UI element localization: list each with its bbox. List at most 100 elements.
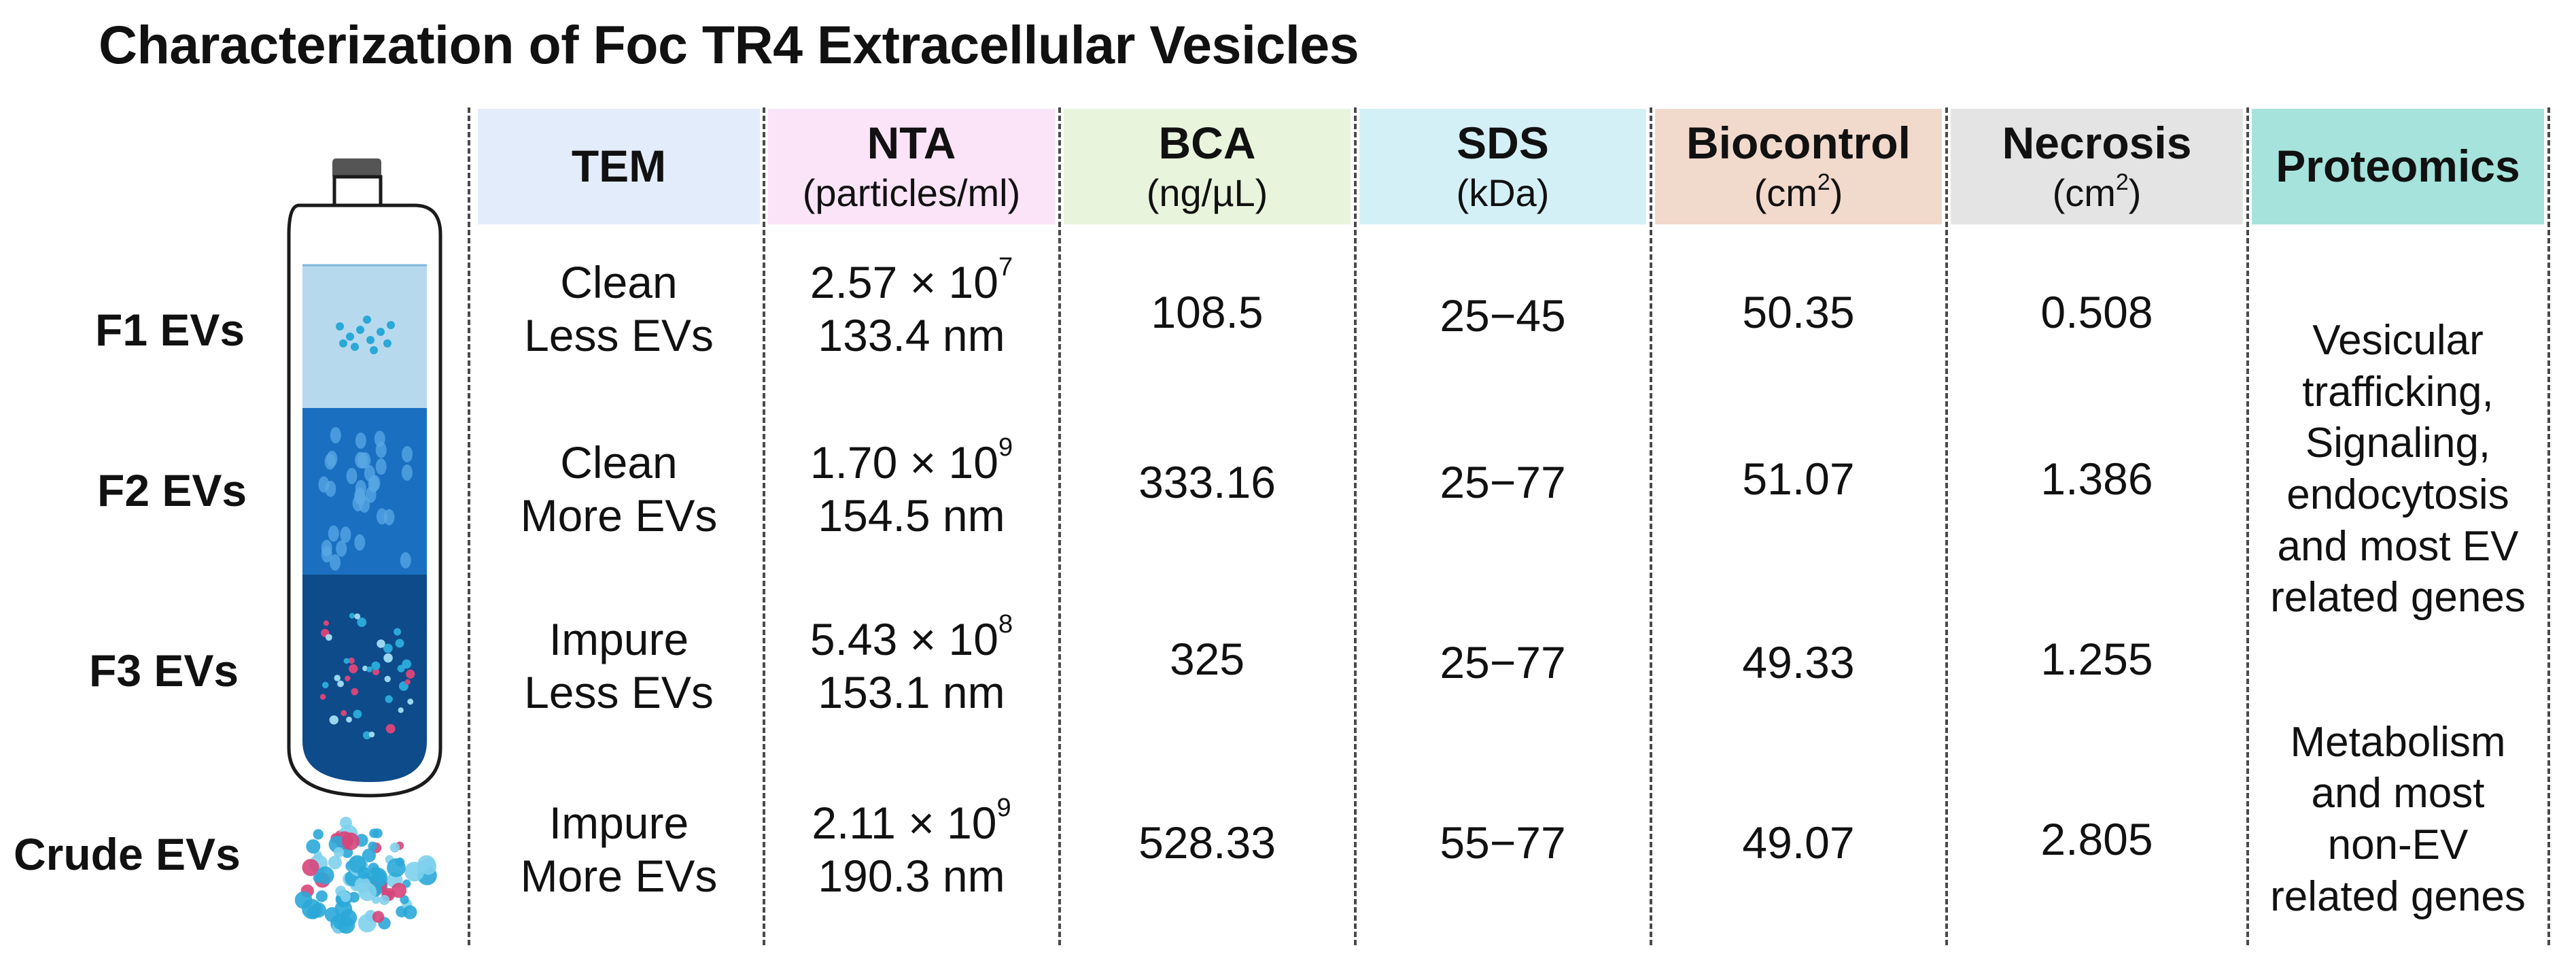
vesicle-dot [398,707,404,713]
column-divider [1650,107,1652,945]
vesicle-dot [400,895,409,904]
tem-quality: Clean [560,437,678,488]
vesicle-dot [348,657,355,664]
vesicle-dot [349,613,355,619]
vesicle-dot [339,339,347,347]
vesicle-dot [358,883,377,902]
vesicle-dot [371,661,381,671]
vesicle-dot [316,866,334,885]
necrosis-cell: 1.255 [2040,634,2153,685]
sds-cell: 55−77 [1440,817,1566,868]
vesicle-dot [400,552,411,569]
column-divider [468,107,470,945]
nta-concentration: 5.43 × 108 [810,610,1013,665]
vesicle-dot [328,525,339,542]
vesicle-dot [294,891,313,909]
vesicle-dot [321,546,332,563]
vesicle-cluster-icon [294,817,437,934]
vesicle-dot [326,450,338,467]
vesicle-dot [406,669,415,679]
tem-quality: Impure [549,614,689,665]
header-sds: SDS (kDa) [1359,109,1646,224]
vesicle-dot [324,906,340,922]
bca-cell: 528.33 [1138,817,1276,868]
vesicle-dot [401,464,413,481]
vesicle-dot [330,427,341,444]
vesicle-dot [346,468,358,485]
nta-cell: 1.70 × 109 154.5 nm [768,432,1055,547]
nta-size: 154.5 nm [818,490,1005,541]
vesicle-dot [337,680,344,688]
column-divider [2246,107,2249,945]
necrosis-cell: 1.386 [2040,454,2153,505]
vesicle-dot [407,698,414,705]
tem-quality: Clean [560,257,678,308]
tem-amount: Less EVs [524,310,714,360]
header-label: SDS [1457,117,1549,168]
vesicle-dot [368,841,377,851]
proteomics-line: Metabolism [2290,718,2506,766]
centrifuge-tube-icon [287,158,442,798]
row-label-f1: F1 EVs [95,305,245,355]
vesicle-dot [403,905,417,919]
column-divider [1945,107,1948,945]
vesicle-dot [369,828,379,838]
f3-layer [302,575,427,782]
vesicle-dot [329,715,338,725]
vesicle-dot [383,339,391,347]
tube-neck [332,175,383,207]
vesicle-dot [375,441,387,458]
sds-cell: 25−77 [1440,637,1566,688]
header-proteomics: Proteomics [2252,109,2544,224]
vesicle-dot [341,710,347,717]
header-unit: (kDa) [1456,171,1550,215]
tem-cell: Clean Less EVs [478,252,760,367]
vesicle-dot [318,476,330,493]
vesicle-dot [313,829,324,840]
vesicle-dot [376,508,387,525]
proteomics-line: endocytosis [2286,471,2509,518]
vesicle-dot [354,613,361,620]
nta-concentration: 2.11 × 109 [812,794,1011,849]
vesicle-dot [319,694,326,700]
row-label-f2: F2 EVs [97,465,247,515]
proteomics-line: Signaling, [2305,420,2491,467]
f3-vesicles [319,613,415,740]
vesicle-dot [354,534,366,551]
proteomics-ev-group: Vesicular trafficking, Signaling, endocy… [2252,313,2544,626]
header-bca: BCA (ng/µL) [1064,109,1351,224]
vesicle-dot [356,326,364,334]
vesicle-dot [346,333,354,341]
header-tem: TEM [478,109,760,224]
vesicle-dot [366,336,375,344]
vesicle-dot [339,909,358,927]
vesicle-dot [335,885,347,897]
vesicle-dot [325,634,332,641]
vesicle-dot [363,316,371,324]
f1-layer [302,265,427,408]
vesicle-dot [306,839,321,854]
vesicle-dot [387,858,406,877]
proteomics-line: and most [2311,770,2485,817]
header-unit: (ng/µL) [1146,171,1268,215]
vesicle-dot [385,724,396,734]
vesicle-dot [384,675,391,683]
header-unit: (particles/ml) [802,171,1021,215]
vesicle-dot [362,848,377,863]
vesicle-dot [333,847,345,858]
vesicle-dot [387,321,395,329]
nta-size: 190.3 nm [818,851,1005,901]
proteomics-line: related genes [2270,872,2526,920]
header-unit: (cm2) [1754,169,1843,215]
biocontrol-cell: 50.35 [1742,287,1855,338]
vesicle-dot [315,890,328,902]
vesicle-dot [404,862,425,882]
vesicle-dot [351,343,359,351]
proteomics-line: and most EV [2277,522,2519,570]
vesicle-dot [323,620,329,626]
nta-cell: 5.43 × 108 153.1 nm [768,609,1055,724]
tem-amount: More EVs [520,490,718,541]
header-label: Necrosis [2002,117,2192,168]
